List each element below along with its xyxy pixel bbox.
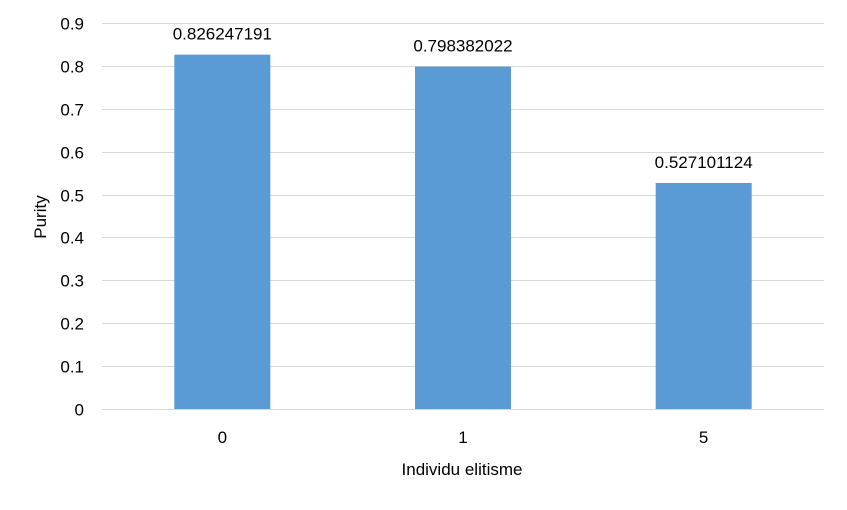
x-axis-ticks: 0 1 5 — [218, 428, 709, 447]
data-label-1: 0.798382022 — [413, 37, 512, 56]
bar-5 — [655, 182, 752, 409]
data-label-0: 0.826247191 — [173, 25, 272, 44]
y-tick-label: 0.8 — [60, 58, 84, 77]
y-axis-ticks: 0 0.1 0.2 0.3 0.4 0.5 0.6 0.7 0.8 0.9 — [60, 15, 84, 420]
y-tick-label: 0 — [75, 401, 84, 420]
data-labels: 0.826247191 0.798382022 0.527101124 — [173, 25, 753, 172]
bars — [174, 54, 752, 409]
y-axis-title: Purity — [31, 195, 50, 239]
x-axis-title: Individu elitisme — [402, 460, 523, 479]
bar-1 — [415, 66, 511, 409]
y-tick-label: 0.3 — [60, 272, 84, 291]
data-label-5: 0.527101124 — [655, 153, 753, 172]
x-tick-label-1: 1 — [458, 428, 467, 447]
y-tick-label: 0.2 — [60, 315, 84, 334]
x-tick-label-0: 0 — [218, 428, 227, 447]
y-tick-label: 0.6 — [60, 144, 84, 163]
y-tick-label: 0.1 — [60, 358, 84, 377]
bar-0 — [174, 54, 271, 409]
x-tick-label-5: 5 — [699, 428, 708, 447]
y-tick-label: 0.7 — [60, 101, 84, 120]
y-tick-label: 0.9 — [60, 15, 84, 34]
y-tick-label: 0.4 — [60, 229, 84, 248]
y-tick-label: 0.5 — [60, 187, 84, 206]
